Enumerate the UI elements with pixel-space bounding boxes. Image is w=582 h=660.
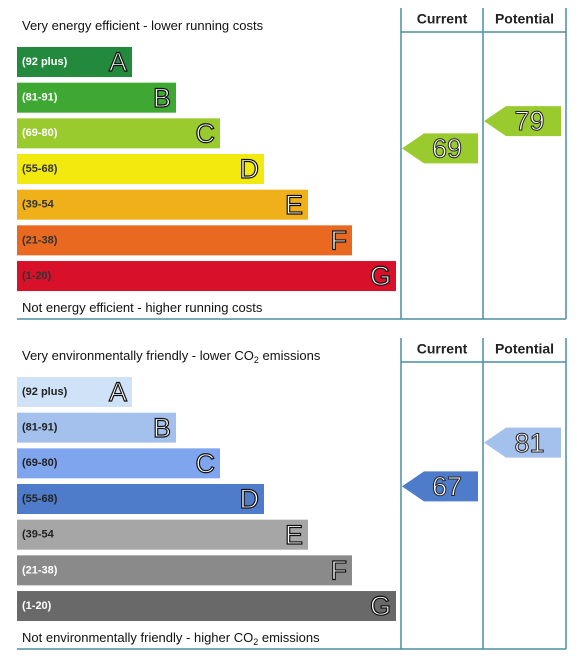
column-header: Current [417, 11, 468, 27]
band-bar [17, 412, 176, 443]
rating-arrow [402, 133, 478, 164]
band-letter: G [370, 591, 391, 621]
band-letter: D [240, 154, 260, 184]
rating-value: 67 [432, 471, 462, 501]
band-bar [17, 377, 132, 407]
band-bar [17, 591, 396, 622]
band-letter: B [153, 413, 171, 443]
band-letter: F [331, 225, 348, 255]
band-bar [17, 261, 396, 292]
band-bar [17, 555, 352, 586]
rating-value: 81 [514, 428, 544, 458]
band-range: (1-20) [22, 270, 52, 282]
band-letter: G [370, 261, 391, 291]
label-tail: emissions [258, 630, 320, 645]
band-range: (92 plus) [22, 386, 68, 398]
label-tail: emissions [259, 348, 321, 363]
rating-value: 79 [514, 106, 544, 136]
rating-arrow [402, 471, 478, 502]
band-letter: D [240, 484, 260, 514]
column-header: Potential [495, 341, 554, 357]
band-range: (21-38) [22, 234, 58, 246]
label-text: Very energy efficient - lower running co… [22, 18, 264, 33]
band-bar [17, 154, 264, 185]
band-range: (55-68) [22, 163, 58, 175]
band-bar [17, 225, 352, 256]
column-header: Potential [495, 11, 554, 27]
panel-label: Not energy efficient - higher running co… [22, 300, 263, 315]
panel-label: Very environmentally friendly - lower CO… [22, 348, 321, 365]
rating-arrow [484, 106, 561, 137]
band-bar [17, 189, 308, 220]
label-text: Very environmentally friendly - lower CO [22, 348, 254, 363]
band-bar [17, 47, 132, 77]
panel-label: Not environmentally friendly - higher CO… [22, 630, 320, 647]
band-bar [17, 118, 220, 149]
band-letter: C [196, 448, 216, 478]
rating-value: 69 [432, 133, 462, 163]
panel-label: Very energy efficient - lower running co… [22, 18, 264, 33]
band-bar [17, 484, 264, 515]
band-bar [17, 519, 308, 550]
band-letter: E [285, 520, 303, 550]
rating-arrow [484, 427, 561, 458]
band-letter: A [109, 47, 127, 77]
label-text: Not environmentally friendly - higher CO [22, 630, 253, 645]
band-letter: C [196, 118, 216, 148]
label-text: Not energy efficient - higher running co… [22, 300, 263, 315]
band-range: (81-91) [22, 422, 58, 434]
label-sub: 2 [253, 637, 258, 647]
band-range: (1-20) [22, 600, 52, 612]
band-range: (92 plus) [22, 56, 68, 68]
band-letter: E [285, 190, 303, 220]
label-sub: 2 [254, 355, 259, 365]
band-letter: F [331, 555, 348, 585]
band-letter: B [153, 83, 171, 113]
band-range: (39-54 [22, 529, 55, 541]
band-bar [17, 448, 220, 479]
band-range: (39-54 [22, 199, 55, 211]
band-range: (69-80) [22, 457, 58, 469]
band-bar [17, 82, 176, 113]
band-range: (21-38) [22, 564, 58, 576]
band-letter: A [109, 377, 127, 407]
band-range: (81-91) [22, 92, 58, 104]
column-header: Current [417, 341, 468, 357]
band-range: (55-68) [22, 493, 58, 505]
band-range: (69-80) [22, 127, 58, 139]
